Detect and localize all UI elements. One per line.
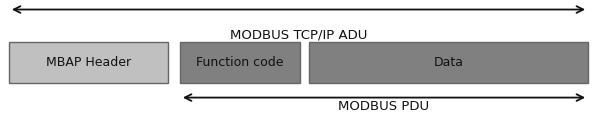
Bar [309,42,588,83]
Text: MODBUS PDU: MODBUS PDU [338,100,430,113]
Bar [9,42,168,83]
Text: MBAP Header: MBAP Header [46,56,131,69]
Text: Data: Data [434,56,464,69]
Text: MODBUS TCP/IP ADU: MODBUS TCP/IP ADU [230,29,367,42]
Bar [180,42,300,83]
Text: Function code: Function code [196,56,284,69]
